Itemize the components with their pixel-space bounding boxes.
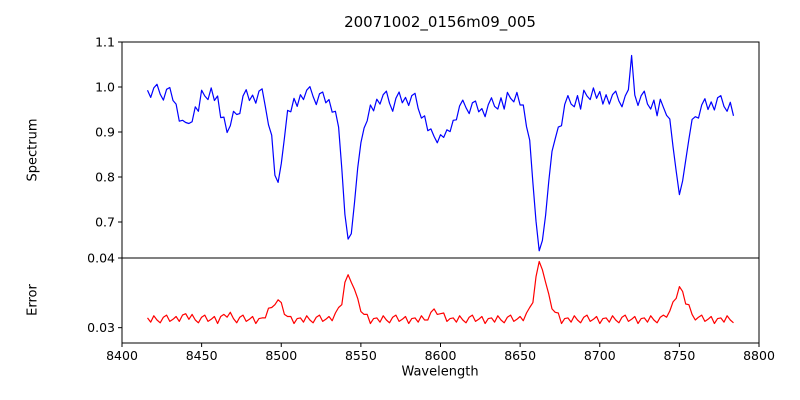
spectrum-line [146,54,735,252]
y-tick-label-spectrum: 1.0 [95,80,115,95]
x-tick-label: 8500 [265,348,297,363]
y-tick-label-spectrum: 0.9 [95,125,115,140]
y-axis-label-error: Error [25,284,41,316]
panel-spine-spectrum [121,41,760,259]
x-tick-label: 8400 [106,348,138,363]
x-tick-label: 8550 [345,348,377,363]
y-axis-label-spectrum: Spectrum [25,118,41,182]
y-tick-label-spectrum: 0.7 [95,215,115,230]
x-tick-label: 8700 [584,348,616,363]
x-tick-label: 8800 [743,348,775,363]
figure-title: 20071002_0156m09_005 [344,13,536,31]
x-axis-label: Wavelength [401,364,479,380]
y-tick-label-spectrum: 0.8 [95,170,115,185]
x-tick-label: 8450 [186,348,218,363]
y-tick-label-error: 0.03 [87,320,115,335]
error-line [147,260,734,325]
x-tick-label: 8750 [663,348,695,363]
y-tick-label-spectrum: 1.1 [95,35,115,50]
x-tick-label: 8600 [425,348,457,363]
panel-spine-error [121,257,760,344]
x-tick-label: 8650 [504,348,536,363]
y-tick-label-error: 0.04 [87,251,115,266]
